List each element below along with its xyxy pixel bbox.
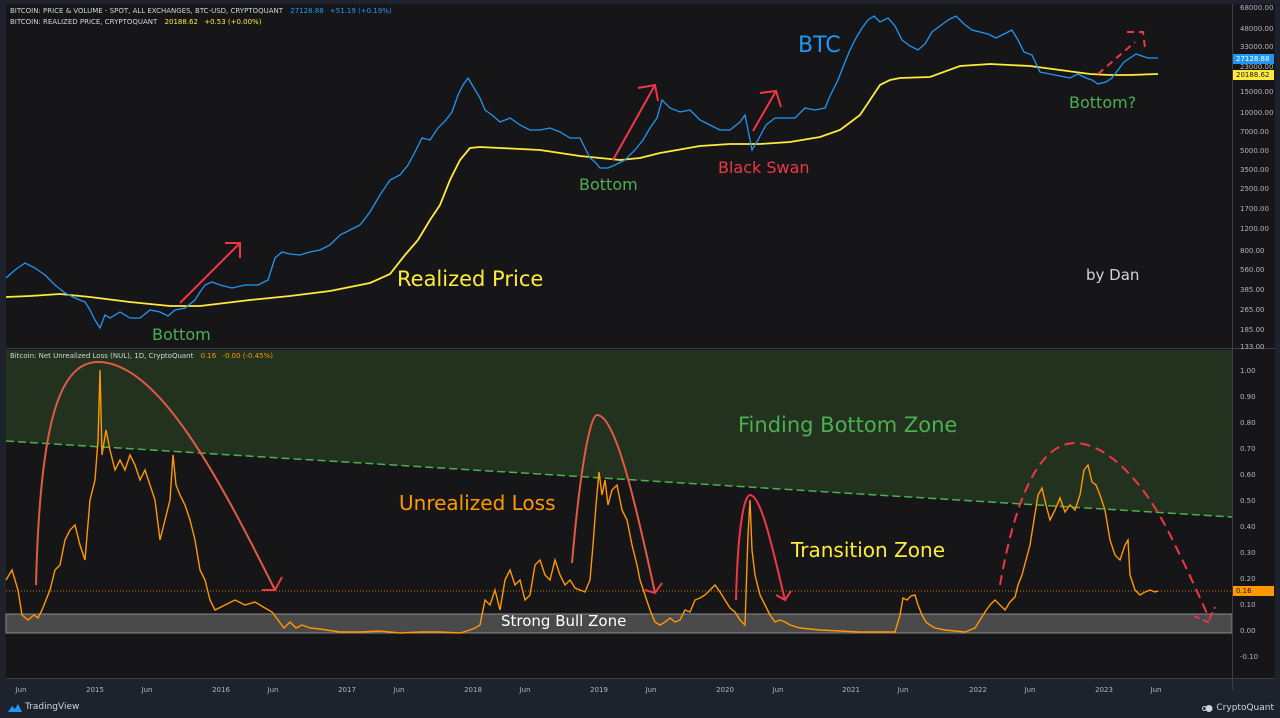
zone-boundary-line [5,440,1233,518]
x-tick: 2021 [842,686,860,694]
legend-price[interactable]: BITCOIN: PRICE & VOLUME - SPOT, ALL EXCH… [10,7,392,15]
y-tick: 7000.00 [1240,128,1269,136]
annotation-author: by Dan [1086,266,1140,284]
x-tick: 2016 [212,686,230,694]
legend-price-label: BITCOIN: PRICE & VOLUME - SPOT, ALL EXCH… [10,7,284,15]
x-tick: Jun [645,686,657,694]
legend-realized[interactable]: BITCOIN: REALIZED PRICE, CRYPTOQUANT 201… [10,18,261,26]
y-tick: 23000.00 [1240,63,1274,71]
annotation-realized-price: Realized Price [397,267,544,291]
y-tick: 0.60 [1240,471,1256,479]
nul-line [5,369,1159,634]
y-tick: 800.00 [1240,247,1265,255]
legend-realized-value: 20188.62 [164,18,198,26]
y-tick: 0.50 [1240,497,1256,505]
x-tick: 2020 [716,686,734,694]
annotation-unrealized-loss: Unrealized Loss [399,491,556,515]
realized-price-line [5,63,1159,307]
y-tick: 185.00 [1240,326,1265,334]
y-tick: 33000.00 [1240,43,1274,51]
realized-price-badge: 20188.62 [1233,70,1274,80]
arrows-upper [179,31,1146,304]
y-tick: 265.00 [1240,306,1265,314]
x-tick: Jun [519,686,531,694]
legend-price-value: 27128.88 [290,7,324,15]
legend-nul-value: 0.16 [200,352,217,360]
x-tick: Jun [141,686,153,694]
legend-nul[interactable]: Bitcoin: Net Unrealized Loss (NUL), 1D, … [10,352,273,360]
y-tick: 133.00 [1240,343,1265,351]
btc-price-line [5,15,1158,330]
y-tick: 5000.00 [1240,147,1269,155]
annotation-bottom-question: Bottom? [1069,93,1137,112]
annotation-bottom-2015: Bottom [152,325,211,344]
y-tick: 1200.00 [1240,225,1269,233]
y-tick: 10000.00 [1240,109,1274,117]
plot-area[interactable] [6,4,1232,678]
legend-realized-label: BITCOIN: REALIZED PRICE, CRYPTOQUANT [10,18,158,26]
annotation-black-swan: Black Swan [718,158,810,177]
y-tick: 0.70 [1240,445,1256,453]
x-tick: Jun [897,686,909,694]
y-tick: 1.00 [1240,367,1256,375]
tradingview-icon [8,703,22,712]
x-tick: Jun [1024,686,1036,694]
tradingview-label: TradingView [25,702,80,712]
arcs-lower [35,360,1216,624]
y-tick: 15000.00 [1240,88,1274,96]
annotation-bottom-2018: Bottom [579,175,638,194]
x-tick: 2023 [1095,686,1113,694]
y-tick: 3500.00 [1240,166,1269,174]
y-tick: 0.00 [1240,627,1256,635]
x-tick: 2022 [969,686,987,694]
y-tick: 0.10 [1240,601,1256,609]
y-tick: 560.00 [1240,266,1265,274]
cryptoquant-label: CryptoQuant [1216,703,1274,713]
x-tick: 2019 [590,686,608,694]
y-tick: 385.00 [1240,286,1265,294]
y-tick: 0.20 [1240,575,1256,583]
x-tick: Jun [393,686,405,694]
y-tick: 0.40 [1240,523,1256,531]
price-axis[interactable] [1232,4,1275,678]
cryptoquant-logo[interactable]: CryptoQuant [1202,703,1274,713]
x-tick: Jun [15,686,27,694]
y-tick: 1700.00 [1240,205,1269,213]
annotation-btc: BTC [798,33,841,58]
y-tick: 2500.00 [1240,185,1269,193]
annotation-finding-bottom-zone: Finding Bottom Zone [738,413,958,437]
y-tick: 0.80 [1240,419,1256,427]
tradingview-logo[interactable]: TradingView [8,702,79,712]
x-tick: 2017 [338,686,356,694]
x-tick: 2018 [464,686,482,694]
nul-badge: 0.16 [1233,586,1274,596]
legend-price-change: +51.19 (+0.19%) [329,7,392,15]
y-tick: -0.10 [1240,653,1259,661]
y-tick: 0.30 [1240,549,1256,557]
x-tick: Jun [772,686,784,694]
legend-nul-change: -0.00 (-0.45%) [222,352,273,360]
y-tick: 48000.00 [1240,25,1274,33]
legend-realized-change: +0.53 (+0.00%) [204,18,262,26]
x-tick: Jun [1150,686,1162,694]
price-badge: 27128.88 [1233,54,1274,64]
y-tick: 0.90 [1240,393,1256,401]
finding-bottom-zone-area [6,350,1232,517]
annotation-strong-bull-zone: Strong Bull Zone [501,612,627,630]
x-tick: Jun [267,686,279,694]
y-tick: 68000.00 [1240,4,1274,12]
annotation-transition-zone: Transition Zone [791,538,945,562]
cryptoquant-icon [1202,704,1213,712]
legend-nul-label: Bitcoin: Net Unrealized Loss (NUL), 1D, … [10,352,194,360]
x-tick: 2015 [86,686,104,694]
